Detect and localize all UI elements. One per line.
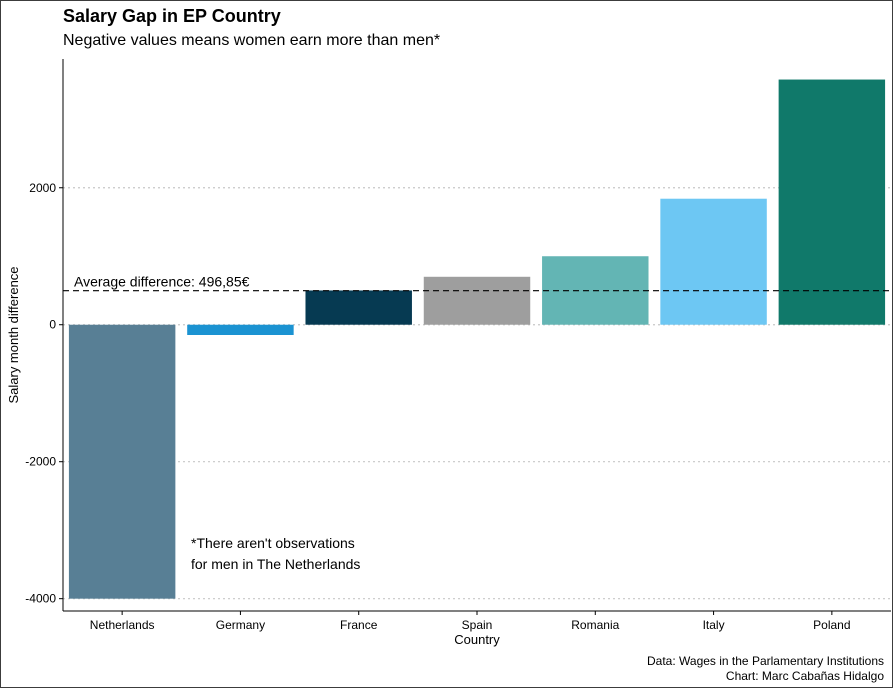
bar-italy bbox=[660, 198, 767, 325]
y-tick-label-1: -2000 bbox=[25, 455, 56, 469]
y-tick-label-2: 0 bbox=[49, 318, 56, 332]
y-tick-label-3: 2000 bbox=[29, 181, 56, 195]
y-tick-label-0: -4000 bbox=[25, 592, 56, 606]
x-tick-label-0: Netherlands bbox=[90, 618, 155, 632]
bars bbox=[68, 79, 886, 599]
x-axis-title: Country bbox=[454, 632, 500, 647]
annotation-note: *There aren't observations for men in Th… bbox=[191, 535, 360, 572]
x-tick-label-2: France bbox=[340, 618, 378, 632]
bar-france bbox=[305, 290, 412, 325]
caption-source: Data: Wages in the Parlamentary Institut… bbox=[647, 654, 884, 668]
x-tick-label-6: Poland bbox=[813, 618, 850, 632]
x-tick-label-3: Spain bbox=[462, 618, 493, 632]
bar-spain bbox=[423, 276, 531, 325]
x-tick-label-4: Romania bbox=[571, 618, 619, 632]
bar-poland bbox=[778, 79, 886, 325]
annotation-line-1: *There aren't observations bbox=[191, 535, 355, 551]
caption-author: Chart: Marc Cabañas Hidalgo bbox=[725, 669, 884, 683]
y-ticks: -4000 -2000 0 2000 bbox=[25, 181, 63, 606]
y-axis-title: Salary month difference bbox=[6, 266, 21, 403]
chart-caption: Data: Wages in the Parlamentary Institut… bbox=[647, 654, 884, 684]
average-reference-label: Average difference: 496,85€ bbox=[74, 274, 250, 290]
chart-title: Salary Gap in EP Country bbox=[63, 6, 281, 26]
x-tick-label-5: Italy bbox=[703, 618, 725, 632]
annotation-line-2: for men in The Netherlands bbox=[191, 556, 360, 572]
x-ticks: Netherlands Germany France Spain Romania Ital… bbox=[90, 611, 851, 632]
bar-netherlands bbox=[68, 324, 176, 599]
reference-line-group: Average difference: 496,85€ bbox=[63, 274, 891, 292]
x-tick-label-1: Germany bbox=[216, 618, 265, 632]
chart-subtitle: Negative values means women earn more th… bbox=[63, 32, 441, 49]
bar-germany bbox=[187, 324, 294, 335]
